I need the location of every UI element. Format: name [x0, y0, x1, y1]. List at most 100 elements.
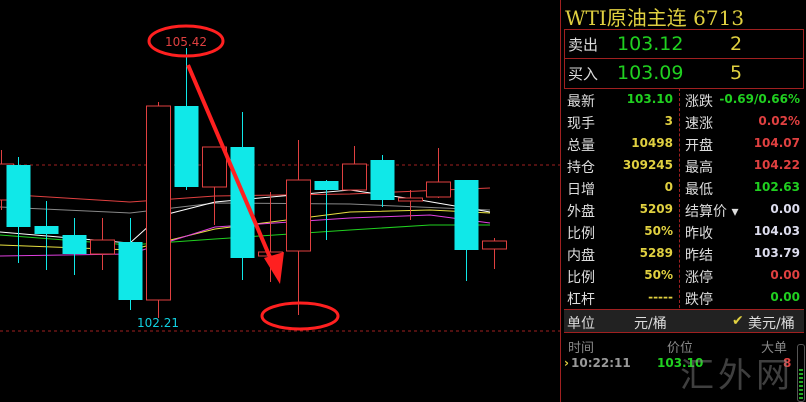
stat-label: 持仓: [567, 160, 595, 176]
stat-label-2: 昨收: [685, 226, 713, 242]
candle-up: [286, 140, 311, 315]
stat-label: 日增: [567, 182, 595, 198]
candle-down: [314, 180, 339, 240]
candle-body: [6, 165, 31, 227]
candle-up: [398, 190, 423, 220]
tick-size: 8: [783, 356, 792, 370]
stat-row: 现手 3 速涨 0.02%: [564, 110, 804, 132]
bid-price: 103.09: [617, 62, 684, 84]
stat-value-2: 104.07: [753, 136, 800, 150]
stat-value-2: 104.22: [753, 158, 800, 172]
candle-down: [454, 180, 479, 281]
candle-body: [90, 239, 115, 255]
stat-value: 10498: [631, 136, 673, 150]
candlestick-chart: 105.42 102.21: [0, 24, 560, 332]
stat-row: 外盘 5209 结算价 ▾ 0.00: [564, 198, 804, 220]
stat-label-2: 跌停: [685, 292, 713, 308]
ask-row: 卖出 103.12 2: [565, 30, 803, 59]
candle-body: [230, 147, 255, 258]
candle-body: [286, 179, 311, 252]
stat-value-2: -0.69/0.66%: [719, 92, 800, 106]
candle-body: [398, 197, 423, 202]
stat-label: 比例: [567, 226, 595, 242]
candle-body: [342, 163, 367, 191]
candle-down: [174, 48, 199, 190]
candle-up: [202, 146, 227, 225]
scrollbar[interactable]: [797, 344, 805, 402]
stat-value: 5289: [639, 246, 673, 260]
tick-header-size: 大单: [761, 341, 788, 356]
stat-label: 现手: [567, 116, 595, 132]
stat-value: 50%: [644, 268, 673, 282]
order-book: 卖出 103.12 2 买入 103.09 5: [564, 29, 804, 89]
stat-row: 最新 103.10 涨跌 -0.69/0.66%: [564, 88, 804, 110]
stat-value: 5209: [639, 202, 673, 216]
stat-label-2: 开盘: [685, 138, 713, 154]
stat-row: 杠杆 ----- 跌停 0.00: [564, 286, 804, 308]
stat-label-2: 昨结: [685, 248, 713, 264]
unit-option-usd[interactable]: 美元/桶: [748, 316, 795, 332]
stat-value-2: 0.00: [770, 202, 800, 216]
candle-body: [454, 180, 479, 250]
candle-down: [34, 201, 59, 270]
stat-value: -----: [648, 290, 673, 304]
stat-label: 内盘: [567, 248, 595, 264]
instrument-title: WTI原油主连 6713: [565, 6, 745, 30]
candle-up: [342, 146, 367, 191]
candle-body: [146, 105, 171, 301]
stat-value-2: 0.02%: [758, 114, 800, 128]
candle-body: [482, 240, 507, 250]
stats-grid: 最新 103.10 涨跌 -0.69/0.66% 现手 3 速涨 0.02% 总量 …: [564, 88, 804, 308]
stat-label-2: 最低: [685, 182, 713, 198]
bid-volume: 5: [730, 62, 743, 84]
stat-label-2: 结算价 ▾: [685, 204, 739, 220]
stat-label-2: 速涨: [685, 116, 713, 132]
tick-header-time: 时间: [568, 341, 595, 356]
candle-up: [426, 148, 451, 198]
candle-body: [174, 106, 199, 187]
ask-label: 卖出: [568, 36, 599, 54]
high-price-label: 105.42: [165, 35, 207, 49]
candle-up: [90, 218, 115, 270]
column-divider: [679, 88, 680, 308]
candle-body: [34, 226, 59, 234]
ask-volume: 2: [730, 33, 743, 55]
unit-label: 单位: [567, 316, 595, 332]
stat-label-2: 最高: [685, 160, 713, 176]
tick-time: 10:22:11: [571, 356, 631, 370]
candle-body: [426, 181, 451, 198]
stat-label-2: 涨跌: [685, 94, 713, 110]
trend-arrow: [186, 64, 284, 284]
stat-value-2: 103.79: [753, 246, 800, 260]
low-price-label: 102.21: [137, 316, 179, 330]
stat-label-2: 涨停: [685, 270, 713, 286]
tick-header-price: 价位: [667, 341, 694, 356]
low-annotation-ellipse: [260, 301, 340, 331]
candle-down: [62, 218, 87, 275]
stat-value: 0: [664, 180, 673, 194]
stat-row: 日增 0 最低 102.63: [564, 176, 804, 198]
candle-body: [370, 160, 395, 200]
stat-label: 外盘: [567, 204, 595, 220]
quote-panel: WTI原油主连 6713 卖出 103.12 2 买入 103.09 5 最新 …: [560, 0, 806, 402]
stat-label: 比例: [567, 270, 595, 286]
candle-body: [62, 235, 87, 254]
stat-value: 3: [664, 114, 673, 128]
watermark: 汇外网: [680, 356, 794, 396]
stat-value: 50%: [644, 224, 673, 238]
candle-up: [146, 102, 171, 318]
stat-label: 杠杆: [567, 292, 595, 308]
candle-down: [370, 155, 395, 207]
stat-row: 比例 50% 昨收 104.03: [564, 220, 804, 242]
stat-row: 内盘 5289 昨结 103.79: [564, 242, 804, 264]
unit-option-yuan[interactable]: 元/桶: [634, 316, 667, 332]
ask-price: 103.12: [617, 33, 684, 55]
stat-row: 比例 50% 涨停 0.00: [564, 264, 804, 286]
bid-label: 买入: [568, 65, 599, 83]
candle-up: [482, 238, 507, 269]
stat-value-2: 102.63: [753, 180, 800, 194]
candle-down: [6, 157, 31, 263]
stat-row: 持仓 309245 最高 104.22: [564, 154, 804, 176]
candle-down: [118, 218, 143, 310]
stat-value: 103.10: [626, 92, 673, 106]
